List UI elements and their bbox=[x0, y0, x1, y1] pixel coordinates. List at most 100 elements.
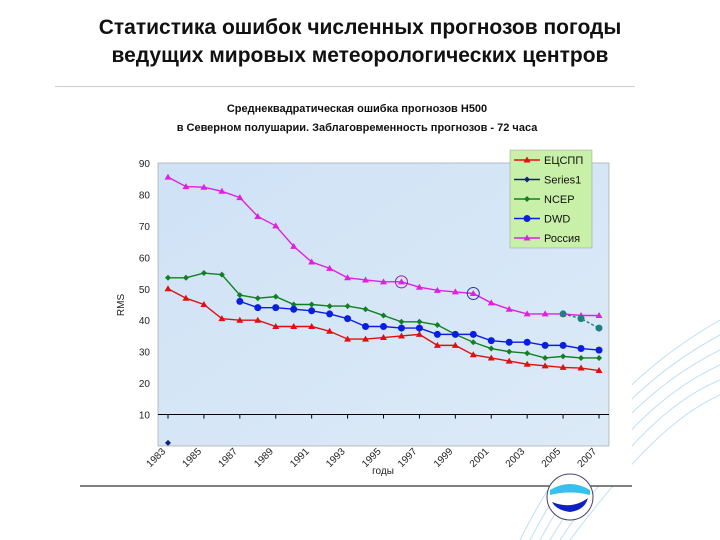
data-point bbox=[308, 323, 316, 330]
data-point bbox=[308, 301, 315, 308]
annotation-circle bbox=[394, 275, 408, 289]
data-point bbox=[596, 354, 602, 361]
data-point bbox=[577, 315, 585, 323]
data-point bbox=[344, 315, 352, 323]
y-tick-label: 40 bbox=[139, 316, 151, 327]
data-point bbox=[344, 335, 352, 342]
data-point bbox=[505, 338, 513, 346]
data-point bbox=[200, 183, 208, 190]
title-divider bbox=[55, 86, 635, 87]
organization-logo bbox=[546, 473, 594, 521]
data-point bbox=[488, 345, 495, 352]
line-series-ЕЦСПП bbox=[164, 285, 603, 374]
data-point bbox=[416, 318, 423, 325]
data-point bbox=[200, 270, 207, 277]
data-point bbox=[433, 330, 441, 338]
legend-marker bbox=[524, 176, 530, 183]
y-tick-label: 30 bbox=[139, 348, 151, 359]
data-point bbox=[541, 341, 549, 349]
data-point bbox=[451, 288, 459, 295]
line-series-DWD bbox=[236, 297, 603, 354]
data-point bbox=[380, 278, 387, 285]
legend-marker bbox=[523, 234, 531, 241]
data-point bbox=[272, 293, 279, 300]
data-point bbox=[595, 346, 603, 354]
legend-marker bbox=[524, 196, 530, 202]
data-point bbox=[523, 310, 531, 317]
line-series-Россия bbox=[164, 173, 603, 319]
data-point bbox=[559, 363, 567, 370]
data-point bbox=[380, 312, 387, 319]
data-point bbox=[578, 354, 585, 361]
data-point bbox=[165, 439, 171, 446]
data-point bbox=[451, 341, 459, 348]
data-point bbox=[523, 360, 531, 367]
data-point bbox=[254, 316, 262, 323]
annotation-circle bbox=[466, 286, 480, 300]
data-point bbox=[469, 289, 477, 296]
data-point bbox=[505, 357, 513, 364]
legend-marker bbox=[523, 156, 531, 163]
data-point bbox=[254, 295, 261, 302]
data-point bbox=[595, 312, 603, 319]
data-point bbox=[326, 310, 334, 318]
page-title-line1: Статистика ошибок численных прогнозов по… bbox=[98, 16, 622, 39]
data-point bbox=[577, 345, 585, 353]
data-point bbox=[308, 258, 316, 265]
data-point bbox=[362, 335, 370, 342]
y-tick-label: 60 bbox=[139, 253, 151, 264]
data-point bbox=[380, 323, 387, 331]
data-point bbox=[218, 187, 226, 194]
data-point bbox=[469, 330, 477, 338]
legend-label: NCEP bbox=[544, 194, 575, 206]
data-point bbox=[290, 323, 298, 330]
data-point bbox=[272, 222, 280, 229]
data-point bbox=[165, 274, 171, 281]
legend-label: Series1 bbox=[544, 175, 581, 187]
data-point bbox=[397, 332, 405, 339]
data-point bbox=[577, 364, 585, 371]
data-point bbox=[415, 283, 423, 290]
data-point bbox=[542, 354, 549, 361]
data-point bbox=[164, 285, 172, 292]
data-point bbox=[397, 324, 405, 332]
data-point bbox=[470, 339, 477, 346]
data-point bbox=[290, 305, 298, 313]
data-point bbox=[541, 362, 549, 369]
chart-title-line1: Среднеквадратическая ошибка прогнозов Н5… bbox=[227, 103, 487, 115]
y-tick-label: 10 bbox=[139, 411, 151, 422]
data-point bbox=[218, 271, 225, 278]
data-point bbox=[559, 310, 567, 318]
data-point bbox=[469, 351, 477, 358]
data-point bbox=[182, 183, 190, 190]
y-axis-label: RMS bbox=[116, 294, 127, 317]
data-point bbox=[560, 353, 567, 360]
data-point bbox=[236, 297, 244, 305]
y-tick-label: 50 bbox=[139, 285, 151, 296]
y-tick-label: 90 bbox=[139, 159, 151, 170]
data-point bbox=[326, 327, 334, 334]
data-point bbox=[433, 286, 441, 293]
data-point bbox=[415, 330, 423, 337]
data-point bbox=[236, 292, 243, 299]
chart-title-line2: в Северном полушарии. Заблаговременность… bbox=[177, 122, 539, 134]
data-point bbox=[182, 294, 190, 301]
data-point bbox=[218, 315, 226, 322]
data-point bbox=[559, 341, 567, 349]
data-point bbox=[236, 316, 244, 323]
data-point bbox=[164, 173, 172, 180]
data-point bbox=[524, 350, 531, 357]
legend-label: DWD bbox=[544, 214, 570, 226]
y-tick-label: 80 bbox=[139, 190, 151, 201]
data-point bbox=[290, 301, 297, 308]
data-point bbox=[272, 323, 280, 330]
data-point bbox=[541, 310, 549, 317]
y-tick-label: 20 bbox=[139, 379, 151, 390]
data-point bbox=[380, 334, 387, 341]
line-series-Series1 bbox=[165, 439, 171, 446]
data-point bbox=[362, 306, 369, 313]
y-tick-label: 70 bbox=[139, 222, 151, 233]
data-point bbox=[398, 318, 405, 325]
data-point bbox=[487, 354, 495, 361]
